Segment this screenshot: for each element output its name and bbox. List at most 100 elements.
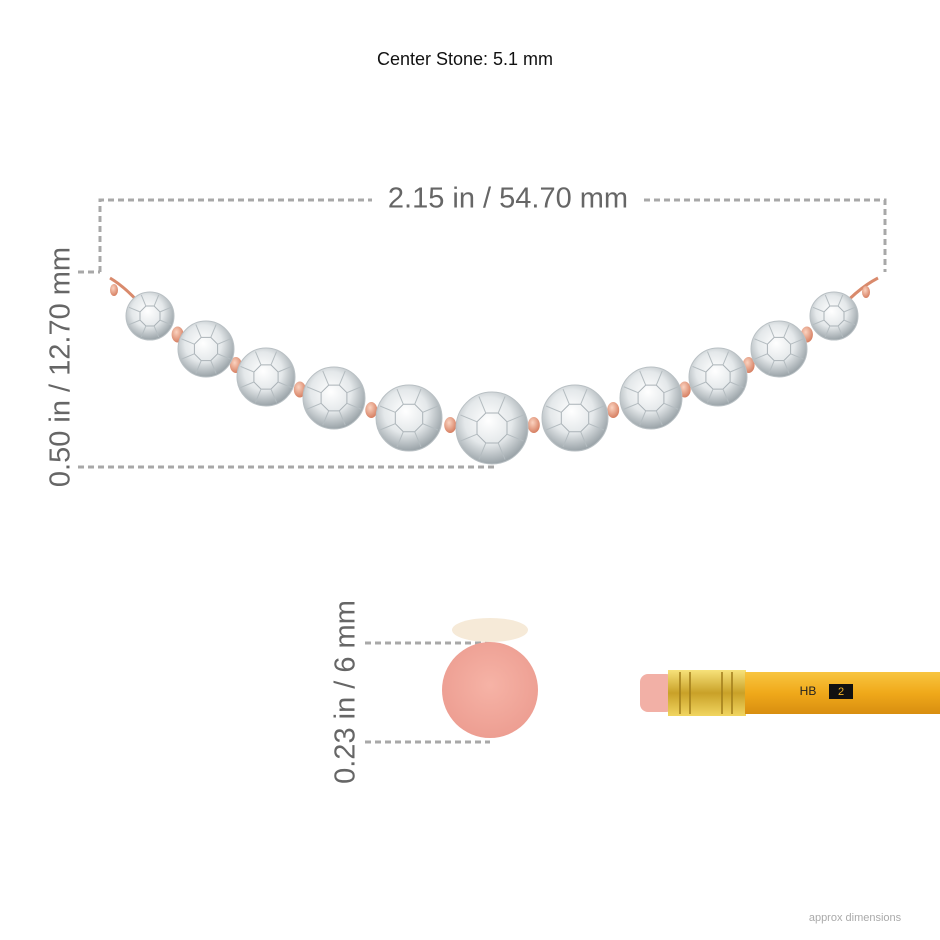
diamond-facet: [210, 360, 217, 374]
pencil-grade: HB: [800, 684, 817, 698]
diamond: [302, 366, 366, 430]
diamond-facet: [195, 324, 202, 338]
diamond-facet: [322, 370, 330, 386]
pencil: HB 2: [640, 670, 940, 716]
clasp-bead: [110, 284, 118, 296]
height-label: 0.50 in / 12.70 mm: [45, 247, 77, 487]
diamond-facet: [837, 325, 844, 338]
diamond-facet: [338, 370, 346, 386]
diamond-facet: [639, 410, 647, 426]
diamond-facet: [545, 405, 562, 413]
width-guide: [98, 198, 887, 272]
diamond-facet: [588, 423, 605, 431]
diamond-facet: [837, 294, 844, 307]
diamond-facet: [422, 405, 439, 413]
diamond-facet: [506, 433, 524, 442]
diamond-facet: [768, 324, 775, 338]
diamond-facet: [754, 338, 768, 345]
diamond-facet: [153, 294, 160, 307]
diamond-facet: [460, 433, 478, 442]
diamond-facet: [338, 410, 346, 426]
diamond-facet: [722, 388, 730, 403]
eraser: [442, 642, 538, 738]
diamond-table: [560, 403, 590, 433]
diamond-table: [320, 384, 348, 412]
diamond-facet: [562, 388, 570, 405]
diamond-facet: [639, 370, 647, 386]
diamond-facet: [812, 319, 825, 326]
diamond-facet: [396, 388, 404, 405]
diamond-facet: [545, 423, 562, 431]
ferrule-ridges: [679, 672, 733, 714]
diamond-facet: [843, 319, 856, 326]
diamond-facet: [346, 402, 362, 410]
diamond-facet: [460, 414, 478, 423]
diamond-facet: [506, 414, 524, 423]
diamond-facet: [580, 431, 588, 448]
diamond-facet: [692, 381, 707, 389]
bead: [607, 402, 620, 418]
pencil-eraser: [640, 674, 674, 712]
diamond-facet: [843, 306, 856, 313]
bead: [527, 417, 540, 433]
bead: [365, 402, 378, 418]
diamond-facet: [217, 353, 231, 360]
diamond-facet: [217, 338, 231, 345]
diamond-facet: [414, 388, 422, 405]
diamond-facet: [159, 319, 172, 326]
diamond-facet: [422, 423, 439, 431]
diamond: [688, 347, 748, 407]
diamond-facet: [379, 423, 396, 431]
diamond-facet: [379, 405, 396, 413]
diamond-facet: [790, 353, 804, 360]
diamond-facet: [414, 431, 422, 448]
diamond-facet: [824, 294, 831, 307]
diamond-facet: [254, 351, 262, 366]
diamond-facet: [306, 386, 322, 394]
eraser-rim: [452, 618, 528, 642]
diamond-facet: [580, 388, 588, 405]
diamond-facet: [623, 402, 639, 410]
diamond-facet: [396, 431, 404, 448]
necklace: [109, 276, 879, 465]
diamond-facet: [562, 431, 570, 448]
diamond-table: [193, 336, 219, 362]
diamond-table: [637, 384, 665, 412]
diamond: [750, 320, 808, 378]
diamond-facet: [322, 410, 330, 426]
bead: [444, 417, 457, 433]
diamond-facet: [783, 324, 790, 338]
diamond-facet: [588, 405, 605, 413]
diamond: [236, 347, 296, 407]
diamond-facet: [181, 338, 195, 345]
diamond-facet: [706, 388, 714, 403]
diamond-facet: [812, 306, 825, 313]
pencil-number-box: [829, 684, 853, 699]
diamond-table: [766, 336, 792, 362]
diamond: [619, 366, 683, 430]
diamond-facet: [497, 396, 506, 414]
diamond: [177, 320, 235, 378]
clasp-bead: [862, 286, 870, 298]
diamond-facet: [729, 381, 744, 389]
diamond: [455, 391, 529, 465]
diamond-facet: [270, 351, 278, 366]
diamond-facet: [277, 381, 292, 389]
diamond-facet: [706, 351, 714, 366]
diamond-facet: [783, 360, 790, 374]
footer-note: approx dimensions: [809, 912, 902, 924]
diamond-facet: [692, 365, 707, 373]
title: Center Stone: 5.1 mm: [377, 49, 553, 69]
diamond-facet: [729, 365, 744, 373]
diamond-facet: [128, 319, 141, 326]
chain: [109, 276, 879, 317]
diamond-facet: [346, 386, 362, 394]
diamond-facet: [140, 325, 147, 338]
diamond-facet: [790, 338, 804, 345]
diamond-facet: [270, 388, 278, 403]
diamond: [375, 384, 443, 452]
diamond-facet: [663, 386, 679, 394]
eraser-label: 0.23 in / 6 mm: [330, 600, 362, 784]
